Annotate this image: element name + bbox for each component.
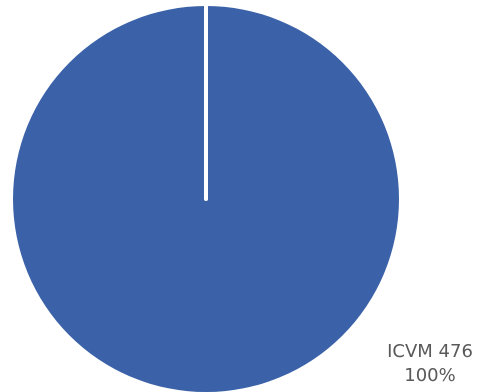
data-label-category: ICVM 476 [387, 341, 473, 362]
data-labels-layer: ICVM 476 100% [387, 341, 473, 386]
data-label-percent: 100% [404, 365, 455, 386]
slices-layer [13, 4, 399, 392]
